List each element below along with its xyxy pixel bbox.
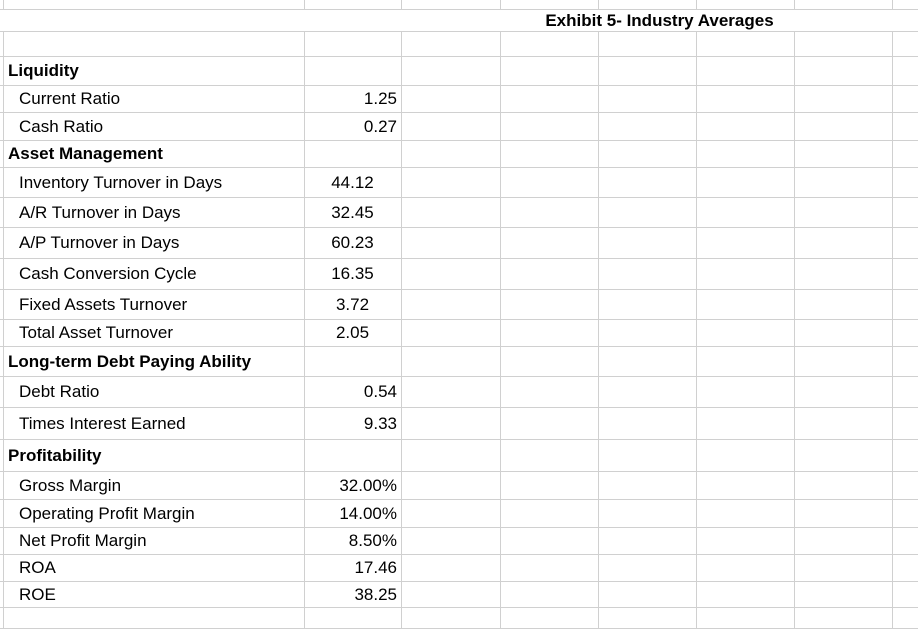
table-row: Net Profit Margin 8.50% [0,528,918,555]
table-row: Fixed Assets Turnover 3.72 [0,290,918,320]
sheet-title[interactable]: Exhibit 5- Industry Averages [545,10,774,30]
row-label[interactable]: Current Ratio [19,89,121,108]
table-row [0,608,918,629]
cell-value[interactable]: 17.46 [354,558,397,577]
cell-value[interactable]: 60.23 [331,233,374,252]
row-label[interactable]: Gross Margin [19,475,122,495]
table-row [0,32,918,57]
cell-value[interactable]: 0.54 [363,382,397,401]
cell-value[interactable]: 14.00% [339,503,397,523]
gridline [892,32,893,629]
gridline [696,0,697,10]
cell-value[interactable]: 0.27 [363,116,397,136]
row-label[interactable]: Operating Profit Margin [19,503,195,523]
row-label[interactable]: Times Interest Earned [19,413,186,433]
row-label[interactable]: Debt Ratio [19,382,100,401]
gridline [3,32,4,629]
table-row: Times Interest Earned 9.33 [0,408,918,440]
table-row: Current Ratio 1.25 [0,86,918,113]
row-label[interactable]: Fixed Assets Turnover [19,294,188,314]
section-header-cell[interactable]: Asset Management [8,144,163,163]
cell-value[interactable]: 8.50% [348,531,397,550]
table-row: Cash Ratio 0.27 [0,113,918,141]
gridline [304,0,305,10]
gridline [696,32,697,629]
row-label[interactable]: Cash Conversion Cycle [19,264,197,283]
cell-value[interactable]: 1.25 [363,89,397,108]
title-row: Exhibit 5- Industry Averages [0,10,918,32]
row-label[interactable]: ROA [19,558,56,577]
row-label[interactable]: A/R Turnover in Days [19,202,181,222]
gridline [500,0,501,10]
section-header-cell[interactable]: Long-term Debt Paying Ability [8,351,252,371]
gridline [401,32,402,629]
cell-value[interactable]: 9.33 [363,413,397,433]
row-label[interactable]: Total Asset Turnover [19,323,174,342]
table-row: Operating Profit Margin 14.00% [0,500,918,528]
cell-value[interactable]: 2.05 [335,323,370,342]
gridline [892,0,893,10]
gridline [794,32,795,629]
gridline [500,32,501,629]
table-row: Gross Margin 32.00% [0,472,918,500]
table-row: Asset Management [0,141,918,168]
row-label[interactable]: Net Profit Margin [19,531,147,550]
gridline [304,32,305,629]
table-row: Total Asset Turnover 2.05 [0,320,918,347]
gridline [3,0,4,10]
table-row: A/R Turnover in Days 32.45 [0,198,918,228]
row-label[interactable]: Cash Ratio [19,116,104,136]
table-row: Liquidity [0,57,918,86]
cell-value[interactable]: 38.25 [354,584,397,604]
table-row: A/P Turnover in Days 60.23 [0,228,918,259]
section-header-cell[interactable]: Liquidity [8,61,79,80]
gridline [598,32,599,629]
gridline [794,0,795,10]
cell-value[interactable]: 32.00% [339,475,397,495]
table-row: Profitability [0,440,918,472]
cell-value[interactable]: 32.45 [331,202,374,222]
row-label[interactable]: ROE [19,584,56,604]
cell-value[interactable]: 3.72 [335,294,370,314]
table-row [0,629,918,634]
section-header-cell[interactable]: Profitability [8,445,102,465]
row-label[interactable]: Inventory Turnover in Days [19,172,223,192]
table-row: ROA 17.46 [0,555,918,582]
table-row [0,0,918,10]
row-label[interactable]: A/P Turnover in Days [19,233,180,252]
table-row: Cash Conversion Cycle 16.35 [0,259,918,290]
cell-value[interactable]: 16.35 [331,264,374,283]
gridline [598,0,599,10]
cell-value[interactable]: 44.12 [331,172,374,192]
table-row: Inventory Turnover in Days 44.12 [0,168,918,198]
table-row: Long-term Debt Paying Ability [0,347,918,377]
table-row: ROE 38.25 [0,582,918,608]
gridline [401,0,402,10]
table-row: Debt Ratio 0.54 [0,377,918,408]
